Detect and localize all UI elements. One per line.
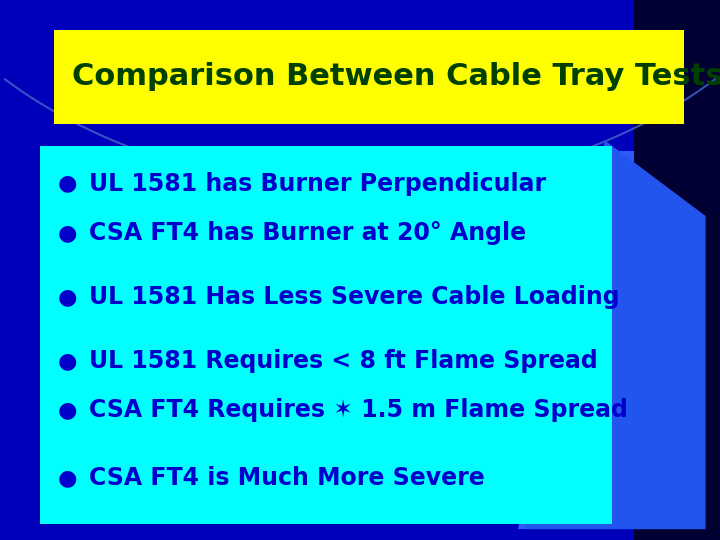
Text: ●: ● xyxy=(58,222,76,243)
Text: UL 1581 has Burner Perpendicular: UL 1581 has Burner Perpendicular xyxy=(89,172,546,195)
FancyBboxPatch shape xyxy=(40,146,612,524)
Text: CSA FT4 Requires ✶ 1.5 m Flame Spread: CSA FT4 Requires ✶ 1.5 m Flame Spread xyxy=(89,399,627,422)
Text: Comparison Between Cable Tray Tests: Comparison Between Cable Tray Tests xyxy=(72,63,720,91)
Text: ●: ● xyxy=(58,287,76,307)
Text: UL 1581 Requires < 8 ft Flame Spread: UL 1581 Requires < 8 ft Flame Spread xyxy=(89,349,598,373)
Polygon shape xyxy=(518,151,720,529)
Text: ●: ● xyxy=(58,173,76,194)
FancyBboxPatch shape xyxy=(54,30,684,124)
Text: ●: ● xyxy=(58,468,76,489)
Text: ●: ● xyxy=(58,351,76,372)
Text: CSA FT4 is Much More Severe: CSA FT4 is Much More Severe xyxy=(89,467,485,490)
FancyBboxPatch shape xyxy=(0,0,634,540)
Polygon shape xyxy=(526,140,706,529)
FancyBboxPatch shape xyxy=(634,0,720,540)
Text: UL 1581 Has Less Severe Cable Loading: UL 1581 Has Less Severe Cable Loading xyxy=(89,285,619,309)
Text: CSA FT4 has Burner at 20° Angle: CSA FT4 has Burner at 20° Angle xyxy=(89,221,526,245)
Text: ●: ● xyxy=(58,400,76,421)
